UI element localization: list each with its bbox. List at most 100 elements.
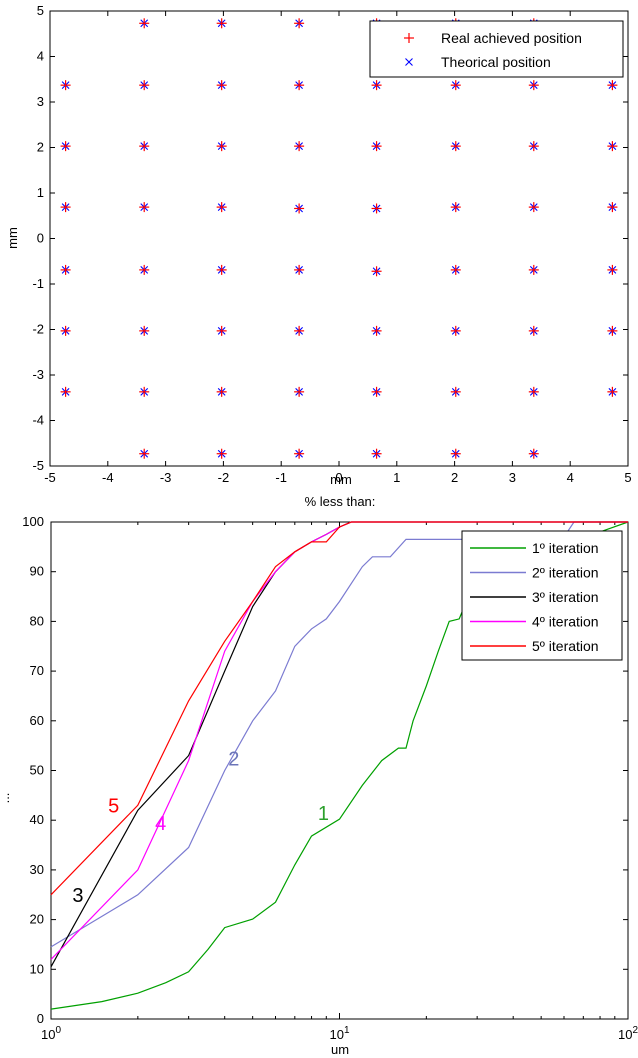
positions-y-tick-label: 5 bbox=[37, 3, 44, 18]
real-point bbox=[294, 325, 305, 336]
error-y-tick-label: 20 bbox=[30, 912, 44, 927]
error-y-tick-label: 60 bbox=[30, 713, 44, 728]
real-point bbox=[216, 80, 227, 91]
real-point bbox=[139, 80, 150, 91]
real-point bbox=[528, 264, 539, 275]
real-point bbox=[216, 202, 227, 213]
real-point bbox=[139, 325, 150, 336]
real-point bbox=[60, 325, 71, 336]
positions-y-tick-label: -5 bbox=[32, 458, 44, 473]
real-point bbox=[60, 386, 71, 397]
curve-annotation: 4 bbox=[155, 813, 166, 835]
positions-x-tick-label: 1 bbox=[393, 470, 400, 485]
curve-annotation: 3 bbox=[72, 885, 83, 907]
real-point bbox=[60, 202, 71, 213]
real-point bbox=[139, 141, 150, 152]
legend-plus-glyph bbox=[404, 33, 414, 43]
real-point bbox=[607, 202, 618, 213]
real-point bbox=[607, 141, 618, 152]
real-point bbox=[528, 202, 539, 213]
error-x-tick-label: 101 bbox=[329, 1025, 349, 1042]
real-point bbox=[528, 325, 539, 336]
error-y-tick-label: 70 bbox=[30, 663, 44, 678]
real-point bbox=[371, 386, 382, 397]
error-annotations: 1 2 3 4 5 bbox=[72, 749, 329, 908]
positions-x-tick-label: 0 bbox=[335, 470, 342, 485]
positions-y-tick-label: 3 bbox=[37, 94, 44, 109]
positions-y-tick-label: 4 bbox=[37, 49, 44, 64]
real-point bbox=[528, 80, 539, 91]
real-point bbox=[450, 80, 461, 91]
real-point bbox=[294, 264, 305, 275]
real-point bbox=[216, 264, 227, 275]
real-point bbox=[294, 80, 305, 91]
error-distribution-chart: % less than: 100 101 102 0 10 20 30 40 50 60 70 80… bbox=[0, 494, 638, 1057]
positions-y-tick-label: 2 bbox=[37, 140, 44, 155]
positions-y-ticks: 5 4 3 2 1 0 -1 -2 -3 -4 -5 bbox=[32, 3, 628, 473]
positions-x-tick-label: -4 bbox=[102, 470, 114, 485]
positions-plot-area bbox=[49, 10, 629, 467]
real-point bbox=[528, 141, 539, 152]
positions-legend-box bbox=[369, 20, 624, 78]
error-legend-box bbox=[461, 530, 623, 661]
positions-y-axis-label: mm bbox=[5, 227, 20, 249]
error-x-axis-label: um bbox=[331, 1042, 349, 1057]
legend-label-3: 3º iteration bbox=[532, 589, 599, 605]
positions-y-tick-label: 1 bbox=[37, 185, 44, 200]
real-point bbox=[450, 448, 461, 459]
real-point bbox=[294, 141, 305, 152]
real-point bbox=[450, 141, 461, 152]
real-point bbox=[139, 202, 150, 213]
positions-x-tick-label: 3 bbox=[509, 470, 516, 485]
real-point bbox=[371, 203, 382, 214]
positions-y-tick-label: 0 bbox=[37, 231, 44, 246]
error-y-tick-label: 40 bbox=[30, 812, 44, 827]
error-y-ticks: 0 10 20 30 40 50 60 70 80 90 100 bbox=[22, 514, 628, 1026]
legend-label-2: 2º iteration bbox=[532, 565, 599, 581]
positions-y-tick-label: -3 bbox=[32, 367, 44, 382]
positions-y-tick-label: -4 bbox=[32, 413, 44, 428]
real-point bbox=[607, 264, 618, 275]
real-point bbox=[607, 386, 618, 397]
real-point bbox=[607, 325, 618, 336]
legend-label-5: 5º iteration bbox=[532, 638, 599, 654]
legend-marker-real-position bbox=[404, 33, 414, 43]
positions-x-tick-label: -1 bbox=[275, 470, 287, 485]
real-point bbox=[528, 386, 539, 397]
error-y-tick-label: 100 bbox=[22, 514, 44, 529]
error-x-tick-label: 102 bbox=[618, 1025, 638, 1042]
real-point bbox=[450, 325, 461, 336]
error-y-tick-label: 90 bbox=[30, 564, 44, 579]
series-line-5 bbox=[50, 521, 628, 896]
error-y-tick-label: 0 bbox=[37, 1011, 44, 1026]
real-point bbox=[371, 325, 382, 336]
positions-x-axis-label: mm bbox=[330, 472, 352, 487]
error-y-axis-label: ... bbox=[0, 793, 12, 804]
real-point bbox=[371, 141, 382, 152]
error-legend: 1º iteration 2º iteration 3º iteration 4º i… bbox=[461, 530, 623, 661]
real-point bbox=[371, 448, 382, 459]
real-point bbox=[60, 264, 71, 275]
real-point bbox=[216, 386, 227, 397]
real-point bbox=[60, 141, 71, 152]
positions-y-tick-label: -2 bbox=[32, 322, 44, 337]
curve-annotation: 2 bbox=[228, 749, 239, 771]
positions-legend: Real achieved position Theorical positio… bbox=[369, 20, 624, 78]
real-point bbox=[294, 18, 305, 29]
legend-marker-theorical-position bbox=[405, 58, 413, 66]
error-y-tick-label: 10 bbox=[30, 961, 44, 976]
real-point bbox=[450, 264, 461, 275]
legend-cross-glyph bbox=[405, 58, 413, 66]
positions-x-tick-label: 2 bbox=[451, 470, 458, 485]
real-point bbox=[371, 266, 382, 277]
real-point bbox=[294, 203, 305, 214]
positions-x-tick-label: -3 bbox=[160, 470, 172, 485]
legend-label-real-position: Real achieved position bbox=[441, 30, 582, 46]
real-point bbox=[294, 386, 305, 397]
error-x-tick-label: 100 bbox=[41, 1025, 61, 1042]
curve-annotation: 1 bbox=[318, 803, 329, 825]
real-point bbox=[216, 141, 227, 152]
positions-x-tick-label: 5 bbox=[624, 470, 631, 485]
